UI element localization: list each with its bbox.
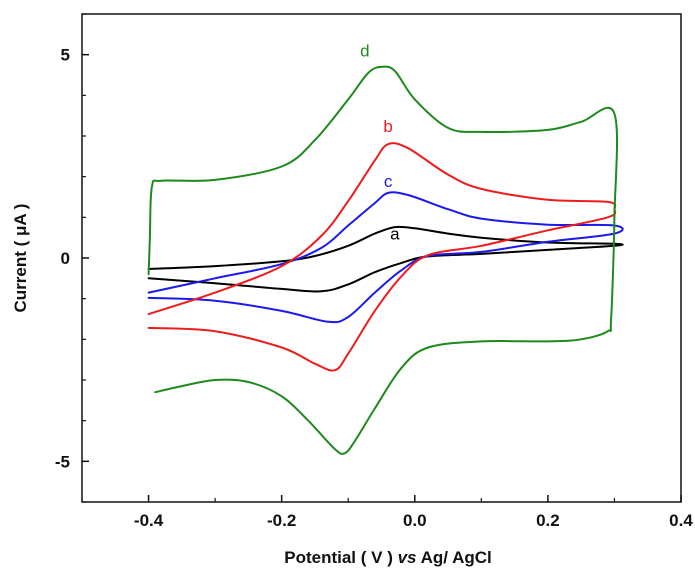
x-tick-label: -0.2 (267, 511, 296, 530)
ticks-layer (82, 13, 682, 503)
x-tick-label: 0.0 (403, 511, 427, 530)
labels-layer: -0.4 -0.2 0.0 0.2 0.4 -5 0 5 a c b d (55, 42, 693, 530)
series-b-line (147, 142, 617, 372)
curves-layer (147, 65, 624, 455)
series-d-label: d (360, 42, 369, 61)
y-tick-label: 5 (61, 46, 70, 65)
x-axis-title-part-3: Ag/ AgCl (417, 548, 492, 567)
series-a-label: a (390, 225, 400, 244)
series-c-line (147, 191, 624, 324)
x-axis-title: Potential ( V ) vs Ag/ AgCl (284, 548, 492, 567)
series-d-line (147, 65, 619, 455)
y-axis-title-part-3: A ) (11, 204, 30, 226)
y-axis-title-part-2: μ (11, 226, 30, 236)
series-c-label: c (384, 172, 393, 191)
y-axis-title: Current ( μA ) (11, 204, 30, 313)
x-axis-title-part-1: Potential ( V ) (284, 548, 397, 567)
y-tick-label: 0 (61, 249, 70, 268)
x-axis-title-part-2: vs (398, 548, 417, 567)
series-b-label: b (383, 117, 392, 136)
plot-frame (81, 13, 682, 503)
x-tick-label: -0.4 (134, 511, 164, 530)
y-axis-title-part-1: Current ( (11, 236, 30, 313)
y-tick-label: -5 (55, 452, 70, 471)
x-tick-label: 0.4 (669, 511, 693, 530)
x-tick-label: 0.2 (536, 511, 560, 530)
